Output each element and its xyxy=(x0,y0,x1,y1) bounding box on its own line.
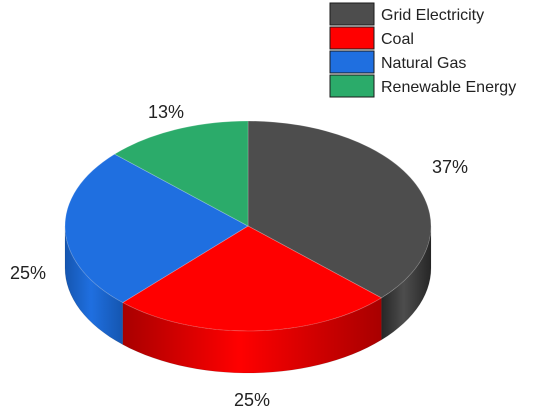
pie-slice-coal xyxy=(121,225,383,332)
legend-label-grid-electricity: Grid Electricity xyxy=(381,7,484,24)
pie-slices xyxy=(64,120,432,332)
legend-swatch-grid-electricity xyxy=(329,2,375,26)
legend-swatch-coal xyxy=(329,26,375,50)
legend-swatch-renewable-energy xyxy=(329,74,375,98)
pie-slice-natural-gas xyxy=(64,153,249,304)
pie-label-natural-gas: 25% xyxy=(10,263,46,283)
pie-label-coal: 25% xyxy=(234,390,270,410)
pie-slice-grid-electricity xyxy=(247,120,432,299)
legend-label-coal: Coal xyxy=(381,31,414,48)
pie-labels: 37% 25% 25% 13% xyxy=(10,102,468,410)
legend-label-renewable-energy: Renewable Energy xyxy=(381,79,516,96)
pie-slice-renewable-energy xyxy=(113,120,249,227)
legend-label-natural-gas: Natural Gas xyxy=(381,55,466,72)
legend: Grid Electricity Coal Natural Gas Renewable… xyxy=(329,2,516,98)
pie-label-grid-electricity: 37% xyxy=(432,157,468,177)
pie-label-renewable-energy: 13% xyxy=(148,102,184,122)
legend-swatch-natural-gas xyxy=(329,50,375,74)
